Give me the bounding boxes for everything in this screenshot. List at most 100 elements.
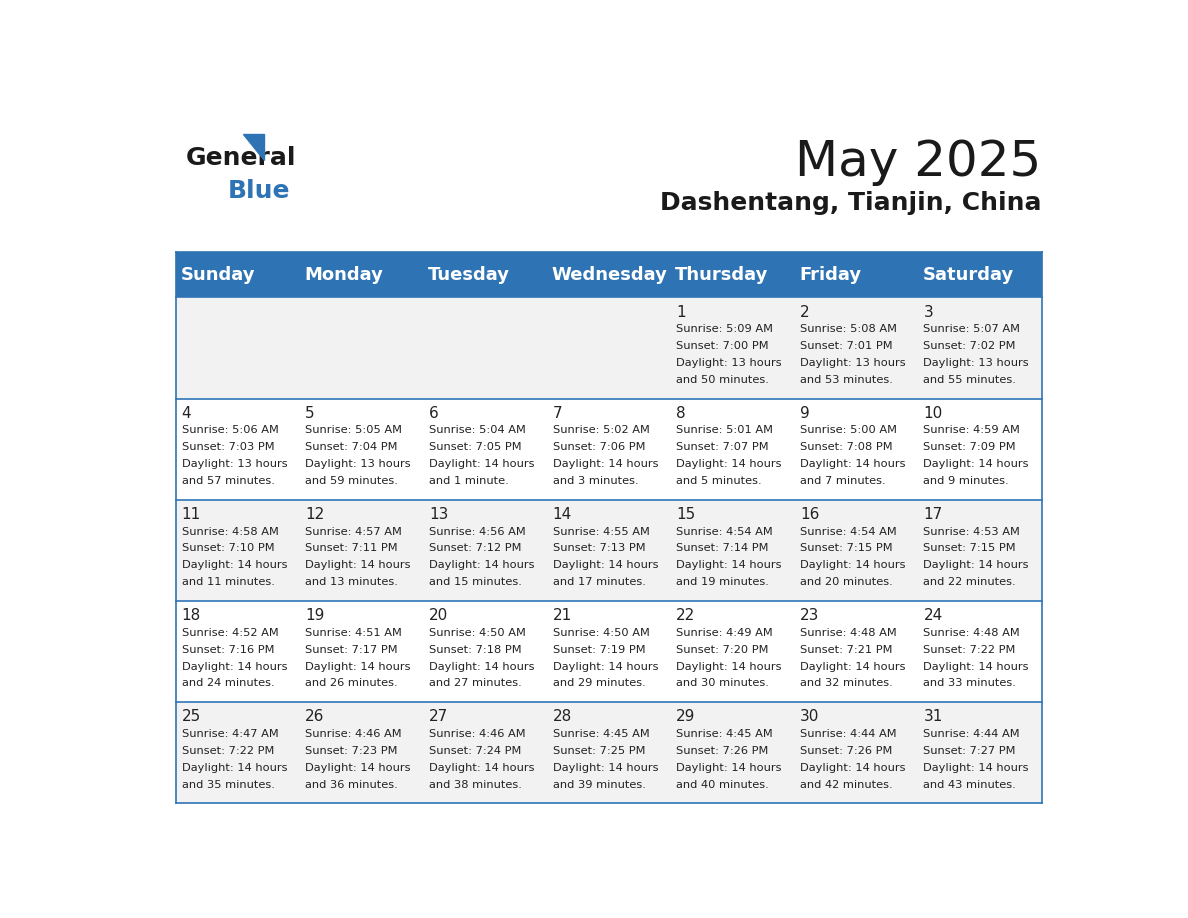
- Text: Sunset: 7:18 PM: Sunset: 7:18 PM: [429, 644, 522, 655]
- Text: Sunset: 7:25 PM: Sunset: 7:25 PM: [552, 745, 645, 756]
- Text: Sunset: 7:06 PM: Sunset: 7:06 PM: [552, 442, 645, 453]
- Text: 19: 19: [305, 608, 324, 622]
- Bar: [176, 600, 299, 701]
- Text: and 59 minutes.: and 59 minutes.: [305, 476, 398, 487]
- Text: Sunset: 7:02 PM: Sunset: 7:02 PM: [923, 341, 1016, 352]
- Text: Sunrise: 4:52 AM: Sunrise: 4:52 AM: [182, 628, 278, 638]
- Text: Daylight: 14 hours: Daylight: 14 hours: [429, 459, 535, 469]
- Text: Sunrise: 4:47 AM: Sunrise: 4:47 AM: [182, 729, 278, 739]
- Text: Sunset: 7:15 PM: Sunset: 7:15 PM: [923, 543, 1016, 554]
- Text: and 55 minutes.: and 55 minutes.: [923, 375, 1017, 386]
- Bar: [918, 499, 1042, 600]
- Bar: [299, 701, 423, 803]
- Text: 21: 21: [552, 608, 571, 622]
- Text: Sunset: 7:14 PM: Sunset: 7:14 PM: [676, 543, 769, 554]
- Text: Daylight: 14 hours: Daylight: 14 hours: [429, 560, 535, 570]
- Bar: [671, 398, 795, 499]
- Text: and 13 minutes.: and 13 minutes.: [305, 577, 398, 588]
- Text: 31: 31: [923, 709, 943, 724]
- Text: Daylight: 14 hours: Daylight: 14 hours: [676, 763, 782, 773]
- Text: Sunset: 7:26 PM: Sunset: 7:26 PM: [676, 745, 769, 756]
- Text: Daylight: 14 hours: Daylight: 14 hours: [182, 662, 287, 671]
- Text: Sunrise: 4:54 AM: Sunrise: 4:54 AM: [800, 527, 897, 536]
- Text: and 36 minutes.: and 36 minutes.: [305, 779, 398, 789]
- Text: 5: 5: [305, 406, 315, 420]
- Bar: [671, 499, 795, 600]
- Bar: [299, 499, 423, 600]
- Text: Blue: Blue: [228, 179, 290, 204]
- Text: Sunrise: 5:05 AM: Sunrise: 5:05 AM: [305, 425, 403, 435]
- Text: Daylight: 14 hours: Daylight: 14 hours: [552, 459, 658, 469]
- Text: 6: 6: [429, 406, 438, 420]
- Text: Sunrise: 4:51 AM: Sunrise: 4:51 AM: [305, 628, 403, 638]
- Bar: [423, 297, 546, 398]
- Text: Sunrise: 4:55 AM: Sunrise: 4:55 AM: [552, 527, 650, 536]
- Text: and 35 minutes.: and 35 minutes.: [182, 779, 274, 789]
- Text: Daylight: 14 hours: Daylight: 14 hours: [552, 763, 658, 773]
- Text: 1: 1: [676, 305, 685, 319]
- Text: 11: 11: [182, 507, 201, 521]
- Bar: [795, 297, 918, 398]
- Text: 7: 7: [552, 406, 562, 420]
- Bar: [546, 499, 671, 600]
- Text: Sunrise: 5:00 AM: Sunrise: 5:00 AM: [800, 425, 897, 435]
- Text: 22: 22: [676, 608, 695, 622]
- Text: 14: 14: [552, 507, 571, 521]
- Text: Sunrise: 4:50 AM: Sunrise: 4:50 AM: [552, 628, 650, 638]
- Text: Sunset: 7:17 PM: Sunset: 7:17 PM: [305, 644, 398, 655]
- Text: Sunset: 7:09 PM: Sunset: 7:09 PM: [923, 442, 1016, 453]
- Text: 2: 2: [800, 305, 809, 319]
- Text: Sunset: 7:20 PM: Sunset: 7:20 PM: [676, 644, 769, 655]
- Text: Sunset: 7:05 PM: Sunset: 7:05 PM: [429, 442, 522, 453]
- Text: Sunrise: 4:48 AM: Sunrise: 4:48 AM: [923, 628, 1020, 638]
- Text: Saturday: Saturday: [923, 265, 1013, 284]
- Text: Daylight: 14 hours: Daylight: 14 hours: [429, 763, 535, 773]
- Text: Sunset: 7:00 PM: Sunset: 7:00 PM: [676, 341, 769, 352]
- Text: Sunset: 7:13 PM: Sunset: 7:13 PM: [552, 543, 645, 554]
- Text: Daylight: 13 hours: Daylight: 13 hours: [923, 358, 1029, 368]
- Text: 20: 20: [429, 608, 448, 622]
- Text: and 20 minutes.: and 20 minutes.: [800, 577, 892, 588]
- Text: Daylight: 13 hours: Daylight: 13 hours: [800, 358, 905, 368]
- Text: Daylight: 14 hours: Daylight: 14 hours: [923, 560, 1029, 570]
- Text: Sunset: 7:08 PM: Sunset: 7:08 PM: [800, 442, 892, 453]
- Text: Wednesday: Wednesday: [551, 265, 668, 284]
- Bar: [671, 297, 795, 398]
- Text: Daylight: 14 hours: Daylight: 14 hours: [182, 763, 287, 773]
- Text: Daylight: 14 hours: Daylight: 14 hours: [305, 662, 411, 671]
- Text: Dashentang, Tianjin, China: Dashentang, Tianjin, China: [661, 192, 1042, 216]
- Text: 27: 27: [429, 709, 448, 724]
- Text: Sunrise: 4:57 AM: Sunrise: 4:57 AM: [305, 527, 403, 536]
- Text: Sunset: 7:15 PM: Sunset: 7:15 PM: [800, 543, 892, 554]
- Bar: [299, 297, 423, 398]
- Text: and 33 minutes.: and 33 minutes.: [923, 678, 1017, 688]
- Text: and 24 minutes.: and 24 minutes.: [182, 678, 274, 688]
- Text: 3: 3: [923, 305, 934, 319]
- Text: Sunrise: 4:45 AM: Sunrise: 4:45 AM: [676, 729, 773, 739]
- Text: and 29 minutes.: and 29 minutes.: [552, 678, 645, 688]
- Text: 30: 30: [800, 709, 820, 724]
- Text: Sunrise: 4:45 AM: Sunrise: 4:45 AM: [552, 729, 650, 739]
- Bar: [795, 701, 918, 803]
- Bar: [176, 499, 299, 600]
- Text: Sunset: 7:27 PM: Sunset: 7:27 PM: [923, 745, 1016, 756]
- Text: and 26 minutes.: and 26 minutes.: [305, 678, 398, 688]
- Text: 4: 4: [182, 406, 191, 420]
- Bar: [423, 499, 546, 600]
- Text: Sunrise: 4:46 AM: Sunrise: 4:46 AM: [305, 729, 402, 739]
- Text: and 3 minutes.: and 3 minutes.: [552, 476, 638, 487]
- Text: 28: 28: [552, 709, 571, 724]
- Text: General: General: [185, 145, 296, 170]
- Text: Sunrise: 4:53 AM: Sunrise: 4:53 AM: [923, 527, 1020, 536]
- Text: Sunset: 7:19 PM: Sunset: 7:19 PM: [552, 644, 645, 655]
- Text: Sunrise: 4:44 AM: Sunrise: 4:44 AM: [800, 729, 897, 739]
- Bar: [299, 398, 423, 499]
- Text: Sunrise: 5:09 AM: Sunrise: 5:09 AM: [676, 324, 773, 334]
- Text: and 7 minutes.: and 7 minutes.: [800, 476, 885, 487]
- Text: and 43 minutes.: and 43 minutes.: [923, 779, 1016, 789]
- Text: and 53 minutes.: and 53 minutes.: [800, 375, 892, 386]
- Text: Sunrise: 5:01 AM: Sunrise: 5:01 AM: [676, 425, 773, 435]
- Text: Sunrise: 4:49 AM: Sunrise: 4:49 AM: [676, 628, 773, 638]
- Text: Daylight: 14 hours: Daylight: 14 hours: [305, 560, 411, 570]
- Bar: [546, 701, 671, 803]
